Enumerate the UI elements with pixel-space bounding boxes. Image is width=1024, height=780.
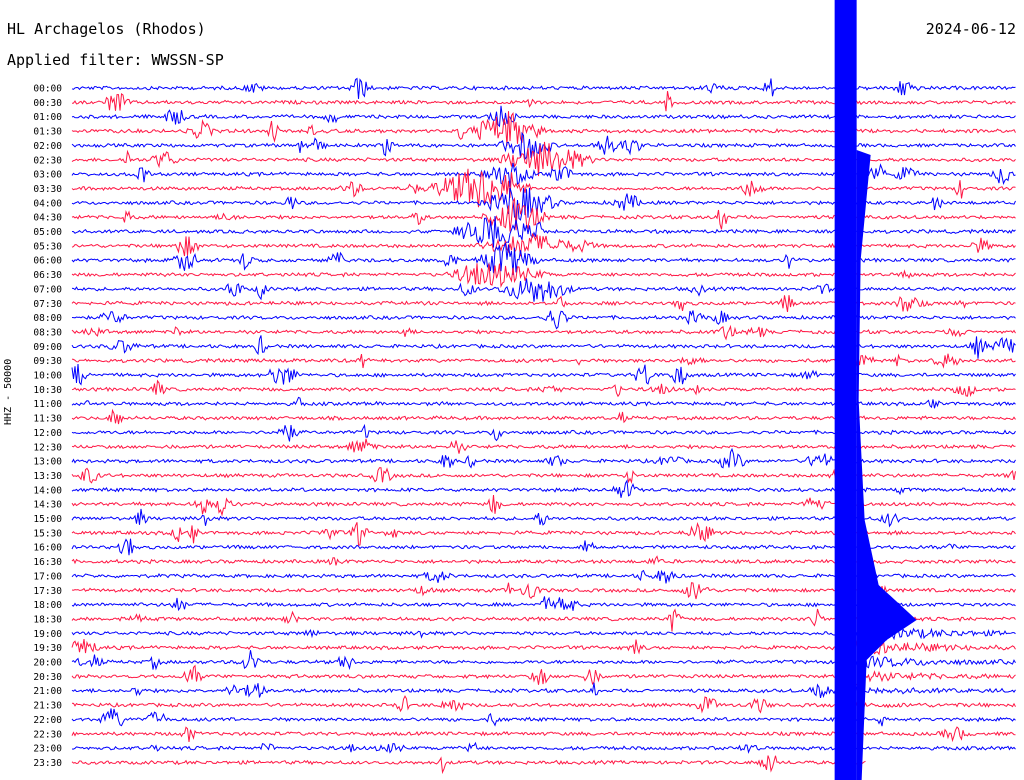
trace-line [71, 447, 1016, 469]
tick-label: 19:00 [33, 629, 62, 640]
tick-label: 16:30 [33, 557, 62, 568]
trace-line [71, 408, 1016, 425]
trace-line [71, 278, 1016, 302]
trace-line [71, 695, 1016, 714]
tick-label: 15:30 [33, 528, 62, 539]
trace-line [71, 353, 1016, 369]
tick-label: 03:00 [33, 170, 62, 181]
tick-label: 21:30 [33, 701, 62, 712]
trace-line [71, 479, 1016, 498]
tick-label: 04:30 [33, 213, 62, 224]
tick-label: 14:00 [33, 485, 62, 496]
trace-line [71, 664, 1016, 687]
tick-label: 16:00 [33, 543, 62, 554]
trace-line [71, 364, 1016, 386]
tick-label: 15:00 [33, 514, 62, 525]
trace-line [71, 379, 1016, 398]
trace-line [71, 162, 1016, 187]
tick-label: 04:00 [33, 198, 62, 209]
trace-line [71, 232, 1016, 257]
trace-line [71, 755, 866, 775]
trace-line [71, 508, 1016, 528]
tick-label: 00:00 [33, 84, 62, 95]
trace-line [71, 310, 1016, 330]
tick-label: 14:30 [33, 500, 62, 511]
tick-label: 13:00 [33, 457, 62, 468]
event-coda [856, 150, 917, 780]
trace-line [71, 708, 1016, 727]
tick-label: 11:30 [33, 414, 62, 425]
trace-line [71, 521, 1016, 546]
filter-label: Applied filter: WWSSN-SP [7, 51, 224, 69]
tick-label: 18:30 [33, 614, 62, 625]
tick-label: 11:00 [33, 399, 62, 410]
trace-line [71, 324, 1016, 341]
trace-line [71, 263, 1016, 289]
trace-line [71, 77, 1016, 99]
date-label: 2024-06-12 [925, 20, 1016, 38]
tick-label: 12:00 [33, 428, 62, 439]
tick-label: 06:00 [33, 256, 62, 267]
tick-label: 19:30 [33, 643, 62, 654]
tick-label: 09:00 [33, 342, 62, 353]
tick-label: 09:30 [33, 356, 62, 367]
trace-line [71, 396, 1016, 409]
trace-line [71, 215, 1016, 248]
tick-label: 08:30 [33, 327, 62, 338]
trace-line [71, 438, 1016, 454]
tick-label: 23:30 [33, 758, 62, 769]
trace-line [71, 105, 1016, 128]
tick-label: 22:30 [33, 729, 62, 740]
tick-label: 02:30 [33, 155, 62, 166]
tick-label: 08:00 [33, 313, 62, 324]
tick-label: 17:30 [33, 586, 62, 597]
tick-label: 22:00 [33, 715, 62, 726]
tick-label: 10:00 [33, 371, 62, 382]
tick-label: 01:30 [33, 127, 62, 138]
tick-label: 00:30 [33, 98, 62, 109]
trace-line [71, 111, 1016, 146]
tick-label: 20:30 [33, 672, 62, 683]
trace-line [71, 465, 1016, 485]
tick-label: 13:30 [33, 471, 62, 482]
major-event-band [834, 0, 857, 780]
tick-label: 10:30 [33, 385, 62, 396]
tick-label: 07:30 [33, 299, 62, 310]
trace-line [71, 495, 1016, 517]
tick-label: 20:00 [33, 658, 62, 669]
tick-label: 03:30 [33, 184, 62, 195]
tick-label: 12:30 [33, 442, 62, 453]
tick-label: 02:00 [33, 141, 62, 152]
tick-label: 07:00 [33, 284, 62, 295]
trace-line [71, 741, 1016, 754]
trace-line [71, 91, 1016, 112]
tick-label: 21:00 [33, 686, 62, 697]
trace-line [71, 242, 1016, 275]
trace-line [71, 682, 1016, 699]
trace-line [71, 141, 1016, 177]
tick-label: 01:00 [33, 112, 62, 123]
tick-label: 05:30 [33, 241, 62, 252]
tick-label: 05:00 [33, 227, 62, 238]
trace-line [71, 726, 1016, 743]
tick-label: 17:00 [33, 571, 62, 582]
tick-label: 23:00 [33, 744, 62, 755]
trace-line [71, 538, 1016, 556]
tick-label: 06:30 [33, 270, 62, 281]
trace-line [71, 423, 1016, 442]
tick-label: 18:00 [33, 600, 62, 611]
trace-line [71, 131, 1016, 161]
trace-line [71, 335, 1016, 359]
station-title: HL Archagelos (Rhodos) [7, 20, 206, 38]
